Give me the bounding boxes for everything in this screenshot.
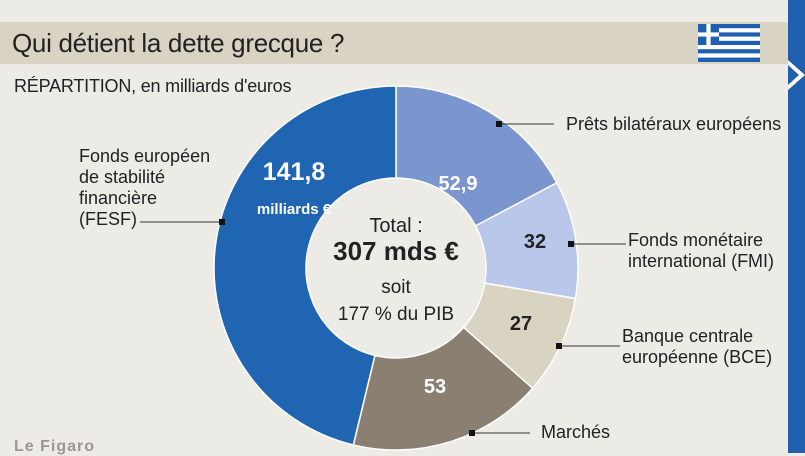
- title-bar: [0, 22, 788, 64]
- right-arrow-icon: [788, 60, 805, 90]
- value-label-2: 27: [510, 313, 532, 335]
- label-prets-bilateraux: Prêts bilatéraux européens: [566, 114, 782, 134]
- value-label-3: 53: [424, 376, 446, 398]
- leader-marker-4: [219, 219, 225, 225]
- donut-chart: 52,9 32 27 53 141,8 milliards € Total :307 mds…: [140, 85, 626, 451]
- center-text-4: 177 % du PIB: [338, 304, 454, 325]
- slice-0: [395, 85, 558, 227]
- chart-title: Qui détient la dette grecque ?: [12, 28, 345, 58]
- leader-marker-2: [556, 343, 562, 349]
- center-text-3: soit: [381, 277, 411, 298]
- leader-marker-3: [469, 430, 475, 436]
- value-label-0: 52,9: [439, 173, 478, 195]
- label-bce: Banque centrale européenne (BCE): [622, 326, 773, 367]
- center-text-1: Total :: [369, 215, 422, 237]
- label-marches: Marchés: [541, 422, 611, 442]
- slice-3: [352, 326, 534, 451]
- label-fmi: Fonds monétaire international (FMI): [628, 230, 775, 271]
- leader-marker-0: [496, 121, 502, 127]
- chart-subtitle: RÉPARTITION, en milliards d'euros: [14, 76, 292, 96]
- side-bar: [788, 0, 805, 453]
- value-label-4: 141,8: [263, 158, 326, 186]
- leader-marker-1: [568, 241, 574, 247]
- slice-4: [213, 85, 397, 446]
- source-credit: Le Figaro: [14, 438, 96, 455]
- label-fesf: Fonds européen de stabilité financière (…: [79, 146, 211, 229]
- value-label-1: 32: [524, 231, 546, 253]
- center-text-2: 307 mds €: [333, 236, 459, 266]
- donut-center: [307, 179, 485, 357]
- value-unit-4: milliards €: [257, 201, 332, 218]
- greek-flag-icon: [698, 24, 760, 62]
